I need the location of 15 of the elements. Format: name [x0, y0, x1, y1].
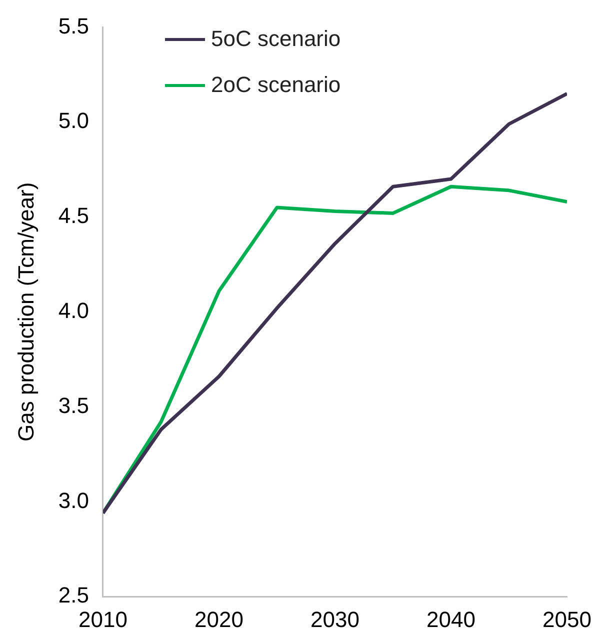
legend-label: 5oC scenario: [211, 26, 341, 52]
y-tick-label: 4.5: [58, 203, 89, 228]
x-tick-label: 2040: [426, 606, 476, 632]
x-tick-label: 2020: [194, 606, 244, 632]
y-tick-label: 5.5: [58, 13, 89, 38]
y-tick-label: 4.0: [58, 298, 89, 323]
x-tick-label: 2010: [78, 606, 128, 632]
x-tick-label: 2050: [542, 606, 592, 632]
y-axis-title: Gas production (Tcm/year): [13, 182, 38, 442]
y-tick-label: 3.5: [58, 392, 89, 418]
legend-label: 2oC scenario: [211, 72, 341, 98]
y-tick-label: 2.5: [58, 582, 89, 608]
y-tick-label: 3.0: [58, 488, 89, 513]
x-tick-label: 2030: [310, 606, 360, 632]
y-tick-label: 5.0: [58, 108, 89, 134]
